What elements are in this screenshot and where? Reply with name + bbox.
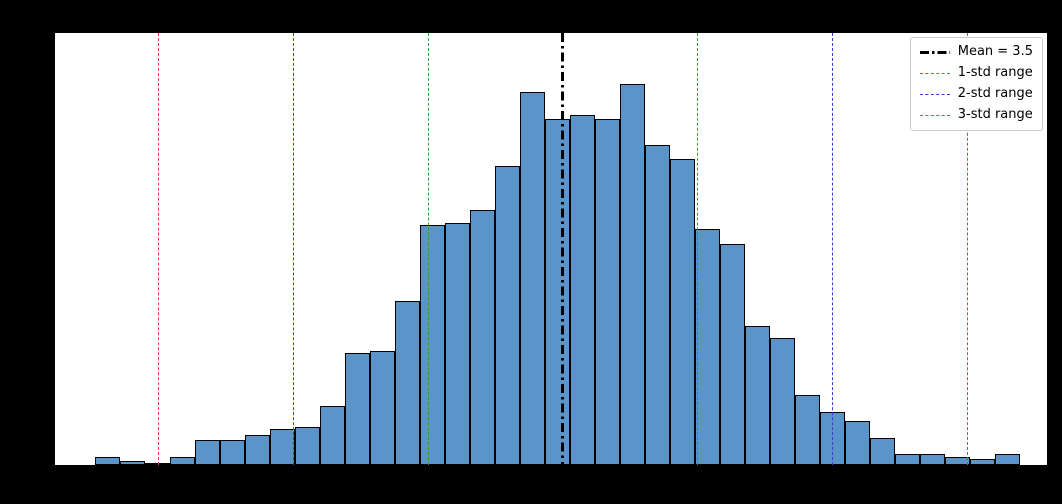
histogram-bar xyxy=(395,301,421,465)
histogram-bar xyxy=(945,457,971,465)
mean-line-sample-icon xyxy=(919,51,950,54)
histogram-bar xyxy=(320,406,346,465)
histogram-bar xyxy=(895,453,921,465)
histogram-bar xyxy=(370,350,396,465)
histogram-bar xyxy=(970,459,996,465)
histogram-bar xyxy=(745,326,771,465)
std-line-1-upper xyxy=(697,33,699,465)
histogram-bar xyxy=(695,229,721,465)
histogram-bar xyxy=(570,114,596,465)
three-std-line-sample-icon xyxy=(919,114,950,116)
histogram-bar xyxy=(245,434,271,465)
std-line-1-lower xyxy=(427,33,429,465)
histogram-bar xyxy=(770,337,796,465)
histogram-bar xyxy=(170,457,196,465)
histogram-bar xyxy=(595,118,621,465)
histogram-bar xyxy=(95,457,121,465)
histogram-bar xyxy=(670,158,696,465)
histogram-bar xyxy=(195,440,221,465)
histogram-bar xyxy=(545,118,571,465)
legend-row-3std: 3-std range xyxy=(919,106,1033,123)
histogram-bar xyxy=(470,210,496,465)
histogram-bar xyxy=(120,461,146,465)
histogram-bar xyxy=(720,244,746,465)
histogram-bar xyxy=(995,453,1021,465)
legend-label-3std: 3-std range xyxy=(957,106,1033,122)
legend: Mean = 3.5 1-std range 2-std range 3-std… xyxy=(909,37,1043,131)
histogram-bar xyxy=(495,166,521,465)
std-line-3-upper xyxy=(967,33,969,465)
histogram-bar xyxy=(345,352,371,465)
legend-row-1std: 1-std range xyxy=(919,64,1033,81)
histogram-bar xyxy=(795,394,821,465)
histogram-bar xyxy=(295,426,321,465)
histogram-bar xyxy=(620,84,646,465)
histogram-bar xyxy=(645,145,671,465)
std-line-2-lower xyxy=(292,33,294,465)
legend-label-mean: Mean = 3.5 xyxy=(957,44,1033,59)
legend-label-2std: 2-std range xyxy=(957,85,1033,101)
legend-row-2std: 2-std range xyxy=(919,85,1033,102)
histogram-bar xyxy=(870,438,896,465)
legend-row-mean: Mean = 3.5 xyxy=(919,44,1033,60)
reference-lines xyxy=(55,33,1047,465)
plot-area: Mean = 3.5 1-std range 2-std range 3-std… xyxy=(55,33,1047,465)
one-std-line-sample-icon xyxy=(919,72,950,74)
histogram-bar xyxy=(445,223,471,465)
histogram-bar xyxy=(520,92,546,465)
std-line-2-upper xyxy=(832,33,834,465)
histogram-bar xyxy=(420,225,446,465)
legend-label-1std: 1-std range xyxy=(957,64,1033,80)
histogram-bar xyxy=(220,440,246,465)
histogram-bars xyxy=(55,33,1047,465)
histogram-bar xyxy=(920,453,946,465)
two-std-line-sample-icon xyxy=(919,93,950,95)
std-line-3-lower xyxy=(157,33,159,465)
histogram-bar xyxy=(145,463,171,465)
histogram-bar xyxy=(845,421,871,465)
histogram-bar xyxy=(270,428,296,465)
mean-line xyxy=(561,33,564,465)
